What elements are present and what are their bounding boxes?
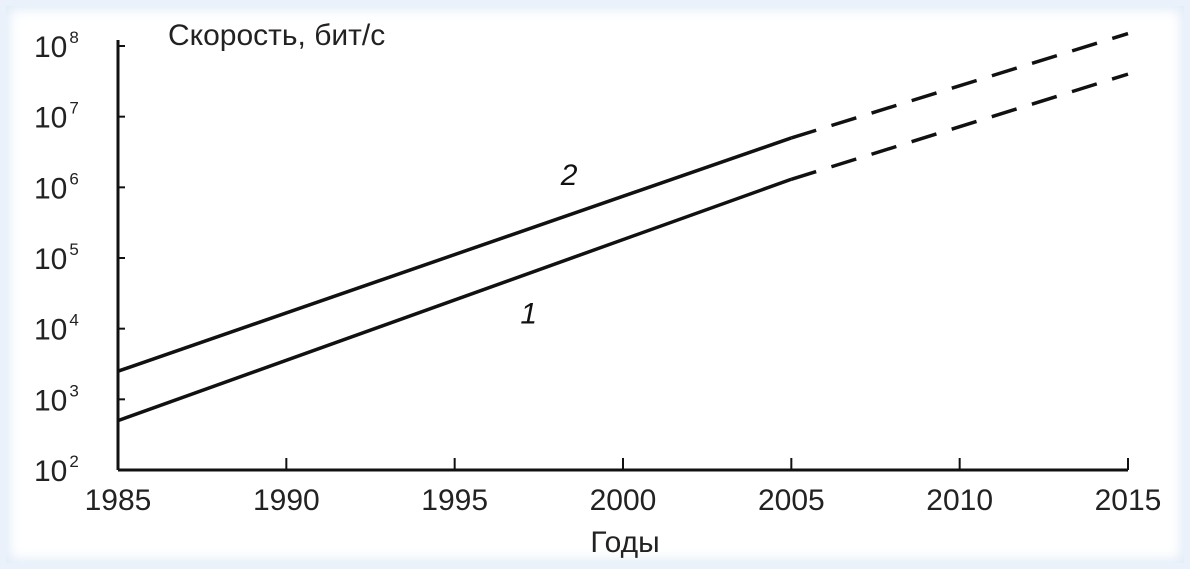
series-2-projection	[790, 31, 1129, 140]
x-tick-label: 1990	[253, 484, 320, 517]
x-tick-label: 1985	[85, 484, 152, 517]
y-tick-label: 10 3	[34, 381, 79, 417]
x-ticks: 1985 1990 1995 2000 2005 2010 2015	[85, 458, 1162, 517]
x-axis-label: Годы	[590, 526, 659, 559]
y-tick-base: 10	[34, 243, 67, 276]
series-1-projection	[790, 72, 1129, 181]
y-tick-exponent: 6	[69, 169, 78, 188]
y-tick-base: 10	[34, 455, 67, 488]
y-tick-base: 10	[34, 172, 67, 205]
x-tick-label: 2000	[590, 484, 657, 517]
y-tick-exponent: 2	[69, 452, 78, 471]
y-tick-label: 10 8	[34, 28, 79, 64]
y-tick-exponent: 4	[69, 311, 78, 330]
series-labels: 12	[520, 159, 577, 330]
y-tick-label: 10 6	[34, 169, 79, 205]
series-1-line	[117, 177, 792, 423]
chart-title: Скорость, бит/с	[168, 19, 385, 52]
y-tick-label: 10 7	[34, 99, 79, 135]
y-tick-exponent: 7	[69, 99, 78, 118]
y-tick-label: 10 4	[34, 311, 79, 347]
series-2-line	[117, 136, 792, 373]
x-tick-label: 1995	[421, 484, 488, 517]
axes	[116, 40, 1128, 472]
series-2-label: 2	[560, 159, 578, 192]
x-tick-label: 2015	[1095, 484, 1162, 517]
y-tick-base: 10	[34, 314, 67, 347]
x-tick-label: 2005	[758, 484, 825, 517]
series-lines	[117, 31, 1129, 423]
y-tick-label: 10 2	[34, 452, 79, 488]
y-tick-base: 10	[34, 384, 67, 417]
x-tick-label: 2010	[926, 484, 993, 517]
y-tick-base: 10	[34, 102, 67, 135]
y-tick-exponent: 5	[69, 240, 78, 259]
y-tick-exponent: 8	[69, 28, 78, 47]
y-tick-exponent: 3	[69, 381, 78, 400]
y-tick-base: 10	[34, 31, 67, 64]
y-tick-label: 10 5	[34, 240, 79, 276]
series-1-label: 1	[520, 297, 537, 330]
